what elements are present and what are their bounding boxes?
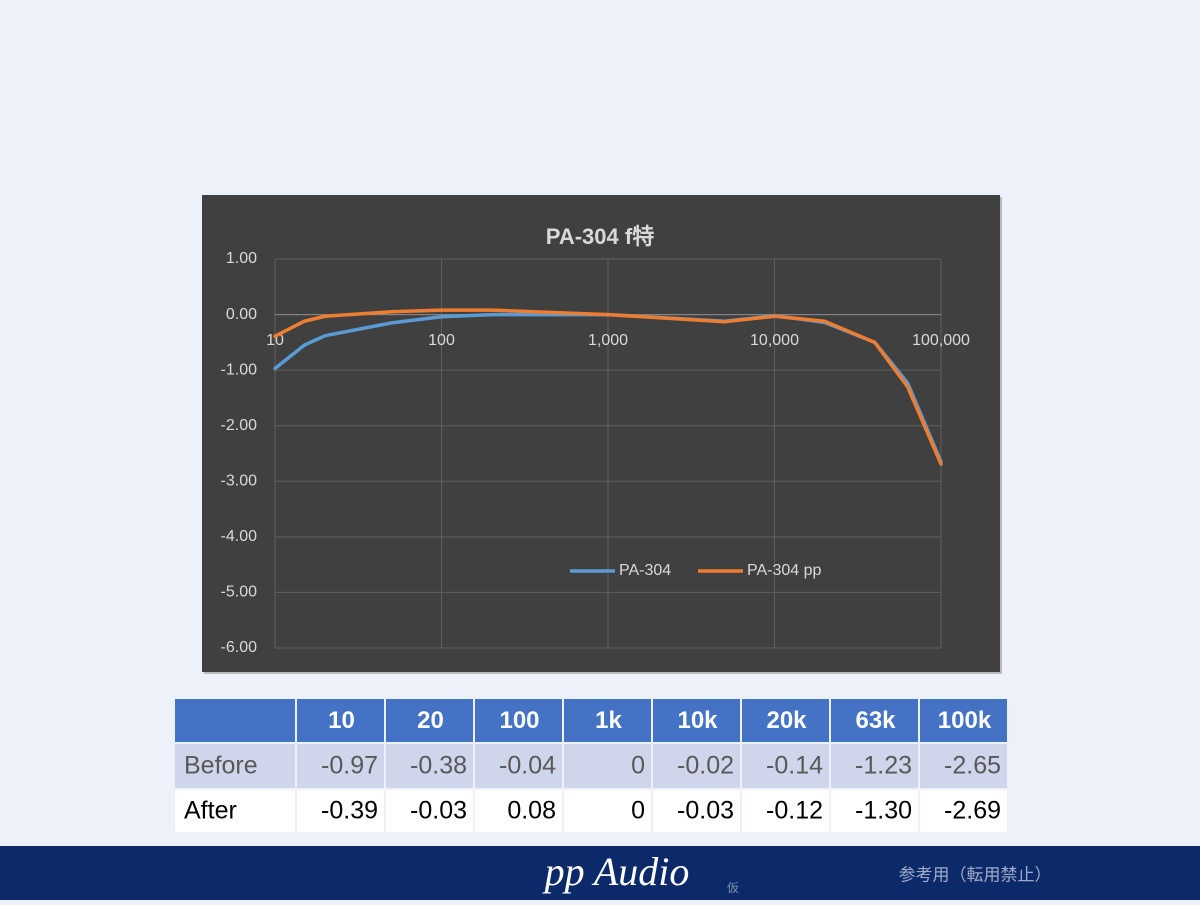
header-label: 100: [499, 707, 539, 734]
row-cell: [297, 790, 384, 832]
row-cell: [386, 790, 473, 832]
header-label: 100k: [938, 707, 992, 734]
x-tick-label: 100,000: [912, 332, 970, 349]
row-label: Before: [184, 752, 258, 780]
header-cell: [386, 699, 473, 742]
series-line: [273, 308, 943, 466]
cell-value: -0.39: [321, 797, 378, 825]
x-tick-label: 100: [428, 332, 455, 349]
cell-value: 0: [631, 797, 645, 825]
cell-value: -0.03: [677, 797, 734, 825]
row-cell: [742, 790, 829, 832]
row-cell: [564, 790, 651, 832]
row-cell: [386, 744, 473, 788]
y-tick-label: -5.00: [221, 584, 258, 601]
cell-value: -0.38: [410, 752, 467, 780]
header-label: 20k: [766, 707, 807, 734]
header-label: 20: [417, 707, 444, 734]
cell-value: -1.23: [855, 752, 912, 780]
header-label: 10k: [677, 707, 718, 734]
legend-label: PA-304 pp: [747, 562, 822, 579]
row-cell: [175, 790, 295, 832]
x-tick-label: 10: [266, 332, 284, 349]
cell-value: -0.12: [766, 797, 823, 825]
row-cell: [920, 790, 1007, 832]
y-tick-label: -1.00: [221, 361, 258, 378]
table: 10 20 100 1k 10k 20k 63k 100k Before -0.97 -0.38 -0…: [175, 699, 1007, 832]
header-cell: [653, 699, 740, 742]
row-cell: [564, 744, 651, 788]
header-cell: [742, 699, 829, 742]
header-label: 1k: [595, 707, 622, 734]
cell-value: 0.08: [507, 797, 556, 825]
header-label: 63k: [855, 707, 896, 734]
header-cell: [175, 699, 295, 742]
x-tick-label: 1,000: [588, 332, 628, 349]
cell-value: -0.03: [410, 797, 467, 825]
footer-band: [0, 846, 1200, 900]
row-cell: [297, 744, 384, 788]
footer-brand: pp Audio: [542, 849, 690, 894]
row-cell: [831, 744, 918, 788]
header-cell: [297, 699, 384, 742]
footer-note: 参考用（転用禁止）: [899, 865, 1052, 884]
header-label: 10: [328, 707, 355, 734]
header-cell: [475, 699, 562, 742]
plot: 1.00 0.00 -1.00 -2.00 -3.00 -4.00 -5.00 -6.00 10…: [221, 250, 970, 656]
y-tick-label: -2.00: [221, 417, 258, 434]
header-cell: [920, 699, 1007, 742]
cell-value: 0: [631, 752, 645, 780]
cell-value: -2.69: [944, 797, 1001, 825]
header-cell: [831, 699, 918, 742]
cell-value: -0.97: [321, 752, 378, 780]
chart-area: [202, 195, 1000, 672]
row-cell: [920, 744, 1007, 788]
cell-value: -0.14: [766, 752, 823, 780]
chart-title: PA-304 f特: [546, 224, 654, 249]
row-cell: [653, 744, 740, 788]
row-cell: [742, 744, 829, 788]
cell-value: -1.30: [855, 797, 912, 825]
footer-mark: 仮: [727, 881, 739, 895]
y-tick-label: -3.00: [221, 473, 258, 490]
cell-value: -0.02: [677, 752, 734, 780]
legend-label: PA-304: [619, 562, 671, 579]
cell-value: -2.65: [944, 752, 1001, 780]
row-cell: [475, 744, 562, 788]
y-tick-label: 1.00: [226, 250, 257, 267]
header-cell: [564, 699, 651, 742]
row-cell: [831, 790, 918, 832]
row-cell: [175, 744, 295, 788]
row-label: After: [184, 797, 237, 825]
y-tick-label: -6.00: [221, 639, 258, 656]
cell-value: -0.04: [499, 752, 556, 780]
x-tick-label: 10,000: [750, 332, 799, 349]
row-cell: [475, 790, 562, 832]
row-cell: [653, 790, 740, 832]
y-tick-label: -4.00: [221, 528, 258, 545]
y-tick-label: 0.00: [226, 306, 257, 323]
